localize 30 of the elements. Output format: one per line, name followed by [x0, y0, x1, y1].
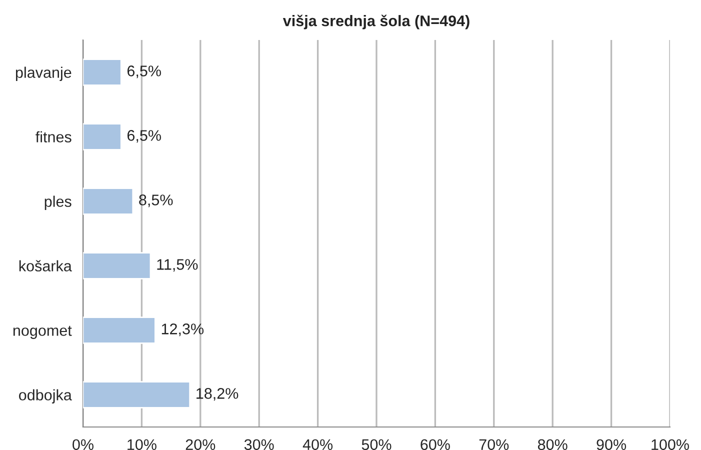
bar	[83, 123, 122, 150]
y-tick-label: odbojka	[19, 389, 72, 404]
x-tick-label: 50%	[362, 439, 392, 450]
data-label: 12,3%	[162, 324, 204, 336]
data-label: 6,5%	[127, 66, 161, 78]
x-tick-label: 60%	[420, 439, 450, 450]
y-tick-label: košarka	[19, 260, 72, 272]
data-label: 18,2%	[196, 388, 238, 401]
data-label: 6,5%	[127, 130, 161, 143]
y-tick-label: nogomet	[13, 326, 72, 339]
bar	[83, 188, 134, 215]
bar	[83, 58, 122, 86]
bar	[83, 381, 191, 408]
bar	[83, 252, 152, 280]
y-tick-label: plavanje	[16, 66, 72, 81]
x-tick-label: 100%	[652, 439, 689, 450]
x-tick-label: 0%	[72, 439, 94, 450]
x-tick-label: 90%	[596, 439, 626, 450]
y-tick-label: ples	[44, 196, 72, 210]
data-label: 11,5%	[157, 259, 198, 272]
x-tick-label: 70%	[479, 439, 509, 450]
x-tick-label: 20%	[186, 439, 216, 450]
chart-title: višja srednja šola (N=494)	[282, 14, 470, 30]
data-label: 8,5%	[139, 194, 173, 208]
x-tick-label: 40%	[302, 439, 333, 450]
x-tick-label: 10%	[128, 439, 156, 450]
x-tick-label: 80%	[538, 439, 568, 450]
y-tick-label: fitnes	[36, 131, 72, 142]
bar	[83, 316, 156, 344]
x-tick-label: 30%	[244, 439, 274, 450]
